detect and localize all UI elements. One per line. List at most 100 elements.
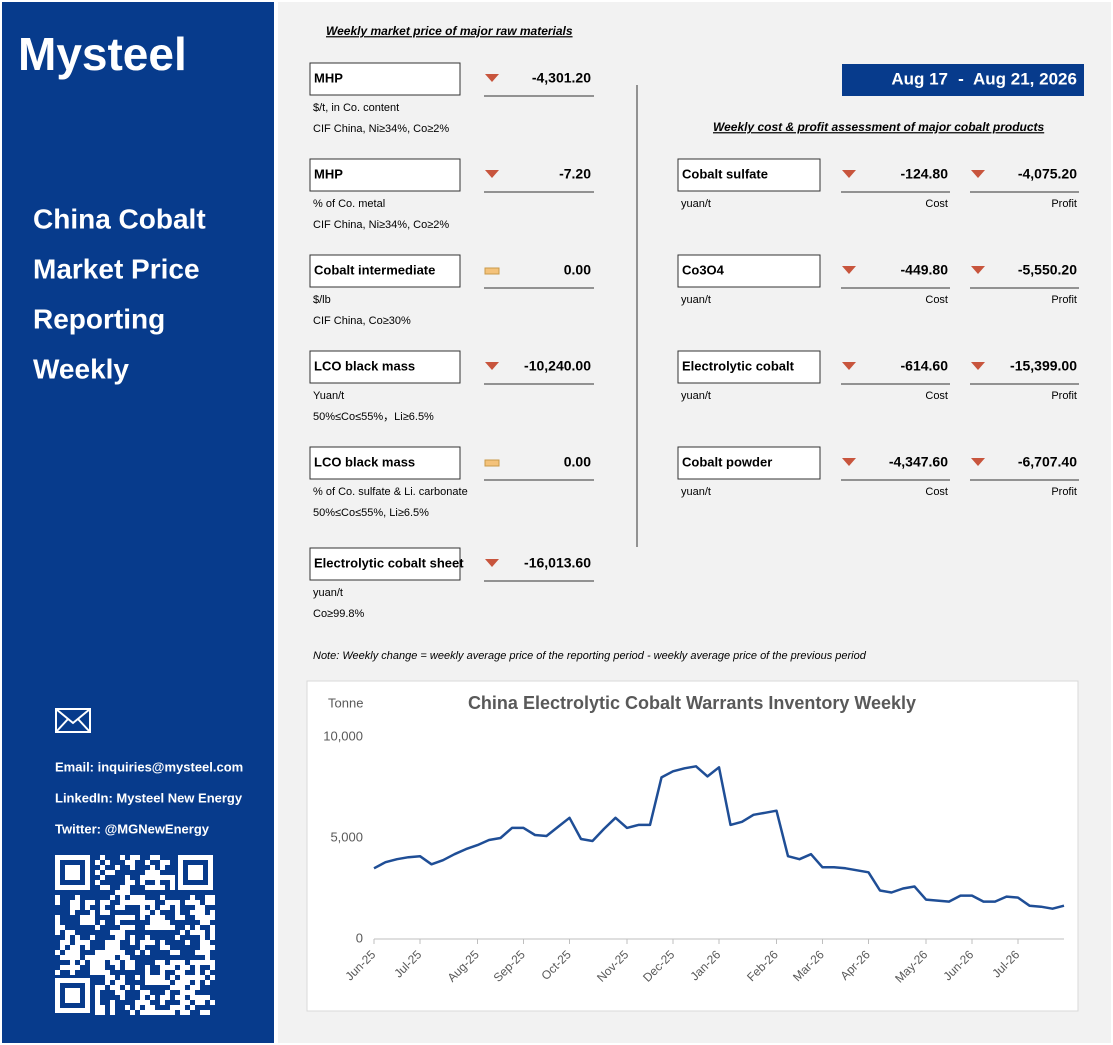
qr-module — [145, 990, 150, 995]
qr-module — [150, 915, 155, 920]
qr-module — [115, 905, 120, 910]
qr-module — [100, 970, 105, 975]
qr-module — [70, 910, 75, 915]
qr-module — [145, 875, 150, 880]
qr-module — [150, 920, 155, 925]
profit-label: Profit — [1051, 486, 1077, 498]
qr-module — [195, 975, 200, 980]
qr-module — [200, 945, 205, 950]
item-spec: 50%≤Co≤55%，Li≥6.5% — [313, 411, 434, 423]
qr-module — [140, 915, 145, 920]
qr-module — [160, 1010, 165, 1015]
item-unit: $/t, in Co. content — [313, 102, 399, 114]
qr-module — [185, 1010, 190, 1015]
qr-module — [60, 955, 65, 960]
qr-module — [180, 1005, 185, 1010]
trend-down — [971, 362, 985, 370]
qr-module — [80, 920, 85, 925]
qr-finder — [65, 865, 80, 880]
profit-change: -6,707.40 — [1018, 454, 1077, 470]
qr-module — [100, 875, 105, 880]
qr-module — [65, 965, 70, 970]
qr-module — [115, 920, 120, 925]
qr-module — [205, 895, 210, 900]
qr-module — [155, 925, 160, 930]
qr-module — [85, 945, 90, 950]
qr-module — [185, 990, 190, 995]
qr-module — [210, 945, 215, 950]
item-name: LCO black mass — [314, 358, 415, 373]
qr-module — [185, 925, 190, 930]
qr-module — [200, 920, 205, 925]
qr-module — [165, 860, 170, 865]
qr-module — [100, 855, 105, 860]
qr-module — [210, 900, 215, 905]
qr-module — [200, 975, 205, 980]
qr-module — [130, 900, 135, 905]
qr-module — [100, 965, 105, 970]
qr-module — [120, 915, 125, 920]
qr-module — [140, 1010, 145, 1015]
qr-module — [205, 960, 210, 965]
item-name: Cobalt powder — [682, 454, 772, 469]
qr-module — [115, 940, 120, 945]
qr-module — [90, 935, 95, 940]
qr-module — [70, 955, 75, 960]
qr-module — [120, 980, 125, 985]
qr-module — [155, 1010, 160, 1015]
qr-module — [100, 905, 105, 910]
qr-module — [185, 900, 190, 905]
cost-change: -449.80 — [901, 262, 949, 278]
qr-module — [55, 920, 60, 925]
qr-module — [70, 970, 75, 975]
trend-down — [842, 362, 856, 370]
qr-module — [95, 995, 100, 1000]
logo: Mysteel — [18, 28, 187, 80]
qr-module — [105, 860, 110, 865]
qr-module — [210, 915, 215, 920]
qr-module — [120, 975, 125, 980]
qr-module — [155, 960, 160, 965]
qr-module — [190, 1005, 195, 1010]
qr-module — [160, 895, 165, 900]
item-name: Electrolytic cobalt sheet — [314, 555, 464, 570]
cost-label: Cost — [925, 198, 948, 210]
trend-down — [971, 458, 985, 466]
qr-module — [180, 995, 185, 1000]
qr-module — [175, 970, 180, 975]
qr-module — [190, 895, 195, 900]
qr-module — [180, 990, 185, 995]
qr-module — [125, 925, 130, 930]
qr-module — [120, 990, 125, 995]
item-box — [309, 62, 461, 96]
qr-module — [170, 925, 175, 930]
qr-module — [100, 900, 105, 905]
qr-module — [175, 935, 180, 940]
qr-module — [115, 960, 120, 965]
trend-down — [485, 362, 499, 370]
qr-module — [75, 935, 80, 940]
y-tick-label: 5,000 — [330, 829, 363, 844]
qr-module — [145, 870, 150, 875]
qr-module — [170, 950, 175, 955]
qr-module — [200, 1010, 205, 1015]
qr-module — [180, 930, 185, 935]
qr-module — [55, 970, 60, 975]
trend-down — [485, 74, 499, 82]
contact: Email: inquiries@mysteel.com — [55, 759, 243, 774]
qr-module — [145, 980, 150, 985]
qr-module — [145, 965, 150, 970]
trend-down — [971, 266, 985, 274]
qr-module — [160, 940, 165, 945]
qr-module — [210, 910, 215, 915]
qr-module — [160, 1000, 165, 1005]
qr-module — [180, 970, 185, 975]
qr-module — [205, 955, 210, 960]
qr-module — [175, 900, 180, 905]
qr-module — [65, 940, 70, 945]
qr-module — [205, 1010, 210, 1015]
cost-change: -4,347.60 — [889, 454, 948, 470]
qr-module — [195, 965, 200, 970]
note: Note: Weekly change = weekly average pri… — [313, 650, 867, 662]
